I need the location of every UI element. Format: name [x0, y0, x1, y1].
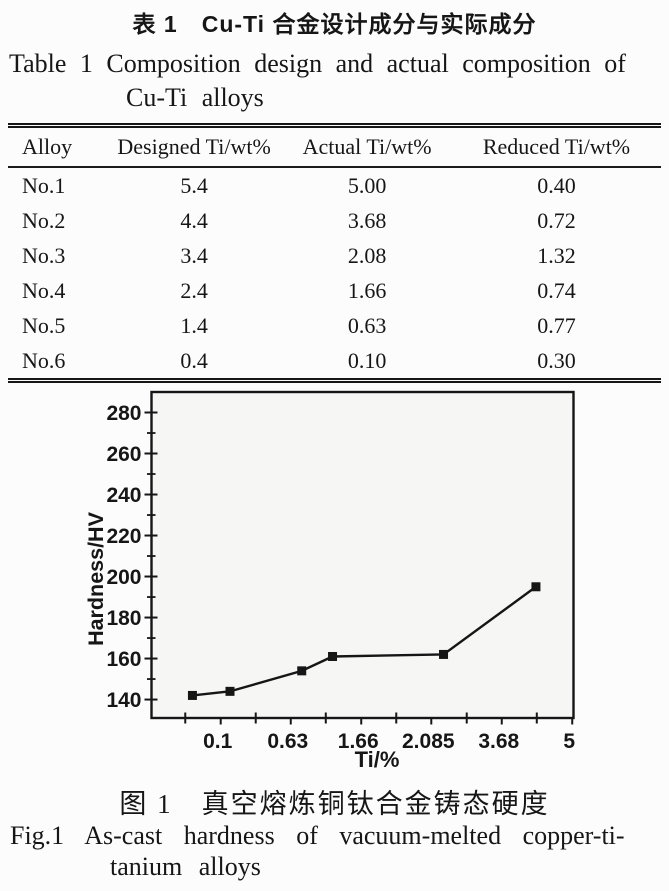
table-cell: No.6: [22, 347, 66, 373]
table-cell: 0.4: [180, 347, 208, 373]
y-tick-label: 160: [106, 648, 141, 671]
x-tick-label: 0.1: [203, 730, 233, 753]
data-point: [328, 651, 338, 661]
plot-area: [150, 390, 575, 720]
column-header: Actual Ti/wt%: [282, 128, 452, 168]
table-cell: 1.32: [537, 242, 576, 268]
table-cell: 0.63: [347, 312, 387, 338]
table-cell: No.1: [22, 172, 66, 198]
column-header: Reduced Ti/wt%: [452, 128, 661, 168]
table-cell: 3.68: [347, 207, 387, 233]
hardness-line: [192, 585, 537, 697]
y-tick-label: 180: [106, 607, 141, 630]
table-row: No.6 0.4 0.10 0.30: [8, 343, 661, 378]
table-cell: No.3: [22, 242, 66, 268]
hardness-figure: 140 160 180 200 220 240 260 280 0.1 0.63 1.66 2.085…: [0, 383, 669, 786]
table-cell: No.4: [22, 277, 66, 303]
table-cell: No.2: [22, 207, 66, 233]
figure-caption-en-line1: Fig.1 As-cast hardness of vacuum-melted …: [10, 821, 625, 850]
x-axis-label: Ti/%: [355, 747, 400, 772]
y-tick-label: 260: [106, 443, 141, 466]
y-tick-label: 280: [106, 402, 141, 425]
table-row: No.4 2.4 1.66 0.74: [8, 273, 661, 308]
column-header: Alloy: [8, 128, 106, 168]
table-caption-en-line2: Cu-Ti alloys: [126, 83, 264, 112]
data-point: [439, 649, 449, 659]
table-row: No.3 3.4 2.08 1.32: [8, 238, 661, 273]
x-tick-label: 1.66: [338, 730, 379, 753]
table-cell: 4.4: [180, 207, 208, 233]
table-cell: 0.40: [537, 172, 576, 198]
table-cell: No.5: [22, 312, 66, 338]
table-cell: 1.66: [347, 277, 387, 303]
data-point: [531, 582, 541, 592]
table-cell: 0.72: [537, 207, 576, 233]
y-tick-label: 200: [106, 566, 141, 589]
table-cell: 3.4: [180, 242, 208, 268]
table-row: No.2 4.4 3.68 0.72: [8, 203, 661, 238]
table-cell: 2.08: [347, 242, 387, 268]
data-point: [187, 690, 197, 700]
table-cell: 0.30: [537, 347, 576, 373]
y-axis-label: Hardness/HV: [84, 511, 108, 645]
table-header-row: Alloy Designed Ti/wt% Actual Ti/wt% Reduced…: [8, 128, 661, 168]
table-row: No.1 5.4 5.00 0.40: [8, 167, 661, 203]
data-point: [297, 666, 307, 676]
y-tick-label: 220: [106, 525, 141, 548]
table-row: No.5 1.4 0.63 0.77: [8, 308, 661, 343]
table-cell: 5.00: [347, 172, 387, 198]
table-cell: 5.4: [180, 172, 208, 198]
composition-table: Alloy Designed Ti/wt% Actual Ti/wt% Reduced…: [8, 123, 661, 383]
table-cell: 0.10: [347, 347, 387, 373]
table-cell: 0.77: [537, 312, 576, 338]
x-tick-label: 3.68: [478, 730, 519, 753]
table-cell: 0.74: [537, 277, 576, 303]
table-caption-en-line1: Table 1 Composition design and actual co…: [9, 49, 626, 78]
table-cell: 1.4: [180, 312, 208, 338]
table-caption-zh: 表 1 Cu-Ti 合金设计成分与实际成分: [132, 11, 537, 37]
figure-caption-zh: 图 1 真空熔炼铜钛合金铸态硬度: [119, 789, 550, 819]
figure-caption-en-line2: tanium alloys: [110, 852, 261, 881]
x-tick-label: 5: [563, 730, 575, 753]
y-tick-label: 140: [106, 689, 141, 712]
x-tick-label: 0.63: [267, 730, 308, 753]
data-point: [225, 686, 235, 696]
column-header: Designed Ti/wt%: [105, 128, 283, 168]
y-tick-label: 240: [106, 484, 141, 507]
table-cell: 2.4: [180, 277, 208, 303]
x-tick-label: 2.085: [402, 730, 455, 753]
hardness-chart: 140 160 180 200 220 240 260 280 0.1 0.63 1.66 2.085…: [84, 390, 575, 772]
